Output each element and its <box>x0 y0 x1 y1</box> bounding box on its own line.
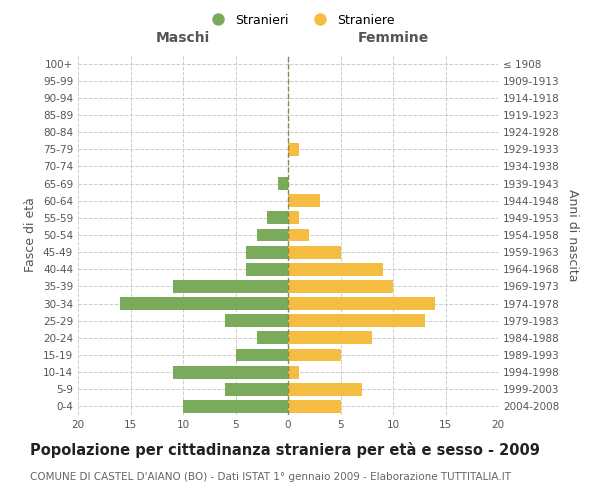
Bar <box>288 143 299 156</box>
Bar <box>288 246 341 258</box>
Bar <box>225 383 288 396</box>
Bar <box>246 263 288 276</box>
Text: Maschi: Maschi <box>156 30 210 44</box>
Bar <box>288 348 341 362</box>
Y-axis label: Fasce di età: Fasce di età <box>25 198 37 272</box>
Text: Popolazione per cittadinanza straniera per età e sesso - 2009: Popolazione per cittadinanza straniera p… <box>30 442 540 458</box>
Bar <box>288 332 372 344</box>
Bar <box>173 280 288 293</box>
Bar <box>288 194 320 207</box>
Text: Femmine: Femmine <box>358 30 428 44</box>
Bar <box>277 177 288 190</box>
Bar <box>288 212 299 224</box>
Bar <box>225 314 288 327</box>
Bar <box>288 383 361 396</box>
Bar <box>288 314 425 327</box>
Bar <box>120 297 288 310</box>
Bar <box>288 297 435 310</box>
Bar <box>288 400 341 413</box>
Y-axis label: Anni di nascita: Anni di nascita <box>566 188 579 281</box>
Text: COMUNE DI CASTEL D'AIANO (BO) - Dati ISTAT 1° gennaio 2009 - Elaborazione TUTTIT: COMUNE DI CASTEL D'AIANO (BO) - Dati IST… <box>30 472 511 482</box>
Bar <box>183 400 288 413</box>
Bar <box>288 263 383 276</box>
Bar <box>267 212 288 224</box>
Bar <box>257 228 288 241</box>
Bar <box>257 332 288 344</box>
Bar <box>288 280 393 293</box>
Bar <box>288 228 309 241</box>
Bar <box>173 366 288 378</box>
Bar <box>246 246 288 258</box>
Bar <box>288 366 299 378</box>
Bar <box>235 348 288 362</box>
Legend: Stranieri, Straniere: Stranieri, Straniere <box>200 8 400 32</box>
